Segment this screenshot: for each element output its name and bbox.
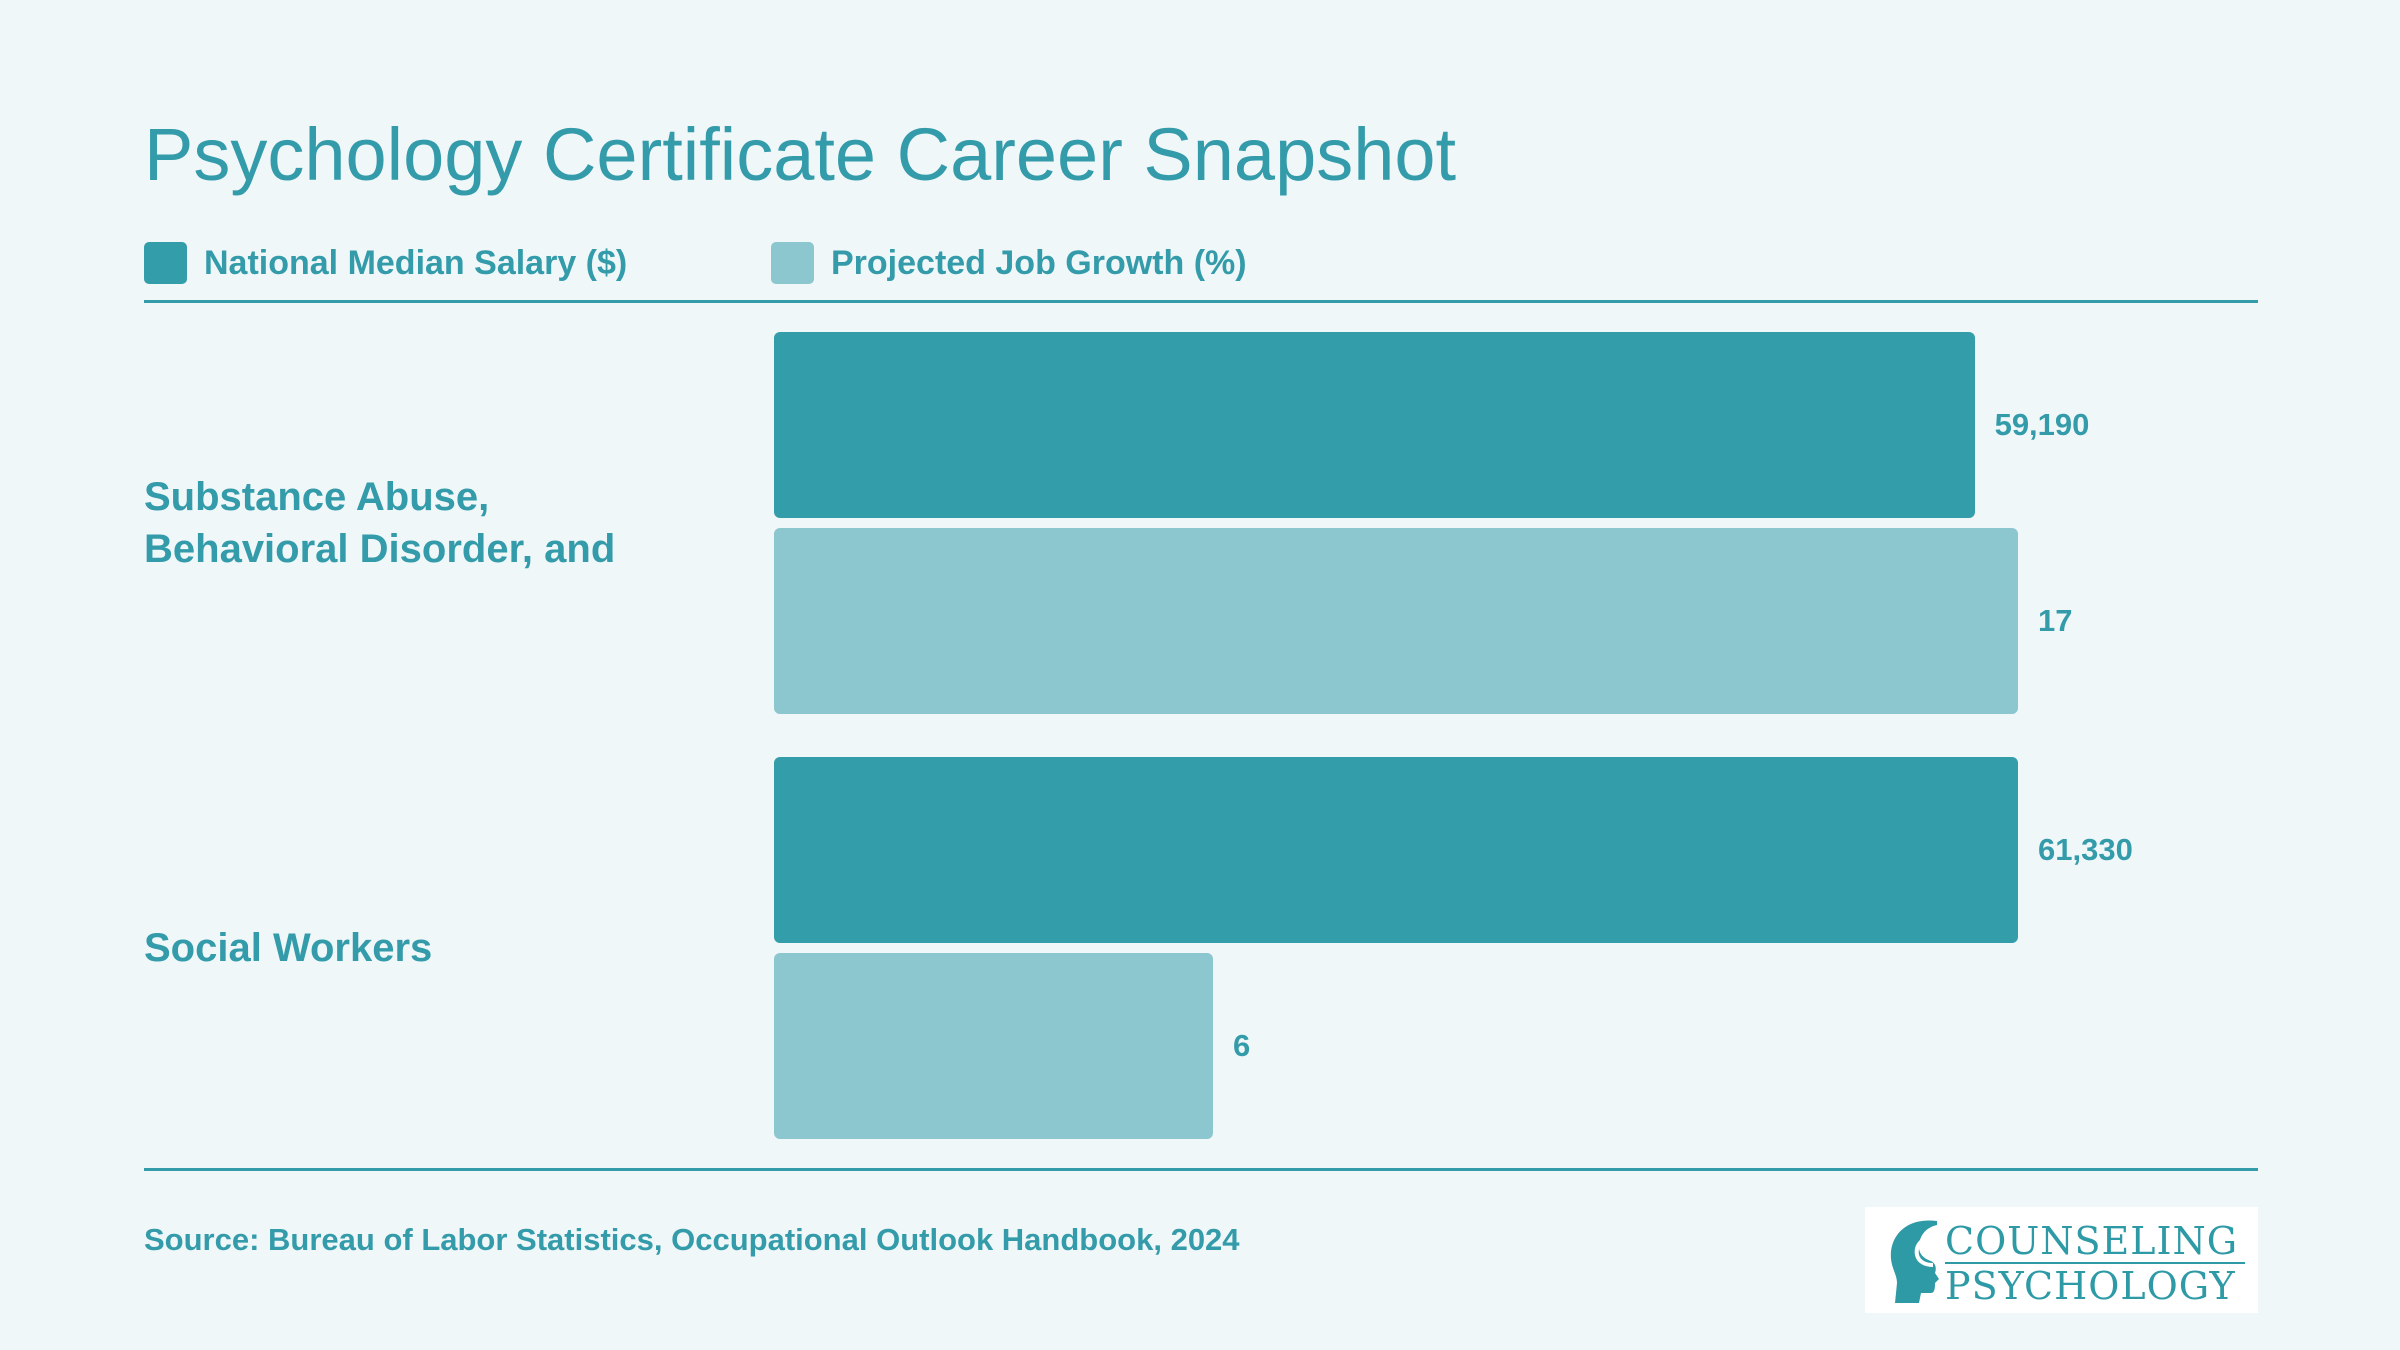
legend-label-growth: Projected Job Growth (%) [831, 243, 1247, 282]
legend-swatch-salary [144, 242, 187, 284]
logo-line-1: COUNSELING [1945, 1219, 2239, 1263]
top-divider [144, 300, 2258, 303]
data-label-growth-0: 17 [2038, 603, 2073, 638]
data-label-salary-0: 59,190 [1994, 407, 2090, 442]
data-label-salary-1: 61,330 [2038, 832, 2133, 867]
logo-divider [1945, 1262, 2245, 1264]
legend-swatch-growth [771, 242, 814, 284]
bar-salary-1 [774, 757, 2018, 943]
logo-line-2: PSYCHOLOGY [1945, 1264, 2236, 1308]
source-note: Source: Bureau of Labor Statistics, Occu… [144, 1222, 1240, 1257]
bar-growth-0 [774, 528, 2018, 714]
legend-item-salary: National Median Salary ($) [144, 242, 627, 284]
category-label-substance-abuse: Substance Abuse, Behavioral Disorder, and [144, 475, 616, 571]
category-label-social-workers: Social Workers [144, 926, 433, 970]
data-label-growth-1: 6 [1233, 1028, 1251, 1063]
bar-salary-0 [774, 332, 1975, 518]
bar-growth-1 [774, 953, 1214, 1139]
legend-item-growth: Projected Job Growth (%) [771, 242, 1247, 284]
chart-title: Psychology Certificate Career Snapshot [144, 113, 1457, 196]
counseling-psychology-logo: COUNSELING PSYCHOLOGY [1865, 1207, 2258, 1313]
head-profile-icon [1890, 1220, 1939, 1303]
bottom-divider [144, 1168, 2258, 1171]
legend-label-salary: National Median Salary ($) [204, 243, 628, 282]
